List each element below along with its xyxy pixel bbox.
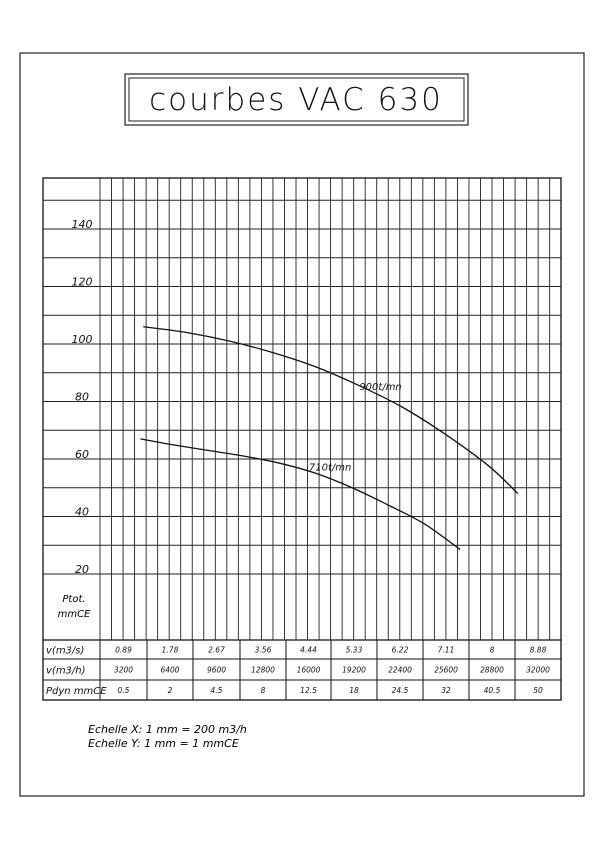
scale-y-note: Echelle Y: 1 mm = 1 mmCE xyxy=(88,737,239,750)
table-cell: 32000 xyxy=(526,666,550,675)
table-cell: 4.44 xyxy=(300,646,317,655)
scale-x-note: Echelle X: 1 mm = 200 m3/h xyxy=(88,723,247,736)
chart-title: courbes VAC 630 xyxy=(149,82,443,118)
y-tick-label: 60 xyxy=(75,448,89,461)
table-cell: 2 xyxy=(168,686,173,695)
table-cell: 12800 xyxy=(251,666,275,675)
table-cell: 9600 xyxy=(207,666,226,675)
table-cell: 6400 xyxy=(160,666,179,675)
table-cell: 7.11 xyxy=(438,646,455,655)
table-cell: 0.89 xyxy=(115,646,132,655)
table-cell: 50 xyxy=(533,686,543,695)
table-header: Pdyn mmCE xyxy=(46,686,107,697)
table-header: v(m3/h) xyxy=(46,666,86,677)
table-cell: 40.5 xyxy=(484,686,501,695)
y-tick-label: 140 xyxy=(72,218,93,231)
table-cell: 16000 xyxy=(297,666,321,675)
table-header: v(m3/s) xyxy=(46,646,84,657)
y-tick-label: 20 xyxy=(75,563,89,576)
table-cell: 18 xyxy=(349,686,359,695)
series-label: 900t/mn xyxy=(359,382,401,393)
table-cell: 12.5 xyxy=(300,686,317,695)
table-cell: 32 xyxy=(441,686,451,695)
curve-series-2 xyxy=(140,438,461,551)
y-axis-label-line1: Ptot. xyxy=(62,594,85,605)
table-cell: 8 xyxy=(490,646,495,655)
table-cell: 5.33 xyxy=(346,646,363,655)
table-cell: 3200 xyxy=(114,666,133,675)
table-cell: 0.5 xyxy=(118,686,130,695)
y-axis-label-line2: mmCE xyxy=(58,609,91,620)
table-cell: 8 xyxy=(261,686,266,695)
y-tick-label: 100 xyxy=(72,333,93,346)
y-tick-label: 80 xyxy=(75,391,89,404)
table-cell: 25600 xyxy=(434,666,458,675)
y-tick-label: 40 xyxy=(75,506,89,519)
title-frame-inner xyxy=(128,77,465,122)
table-cell: 4.5 xyxy=(211,686,223,695)
table-cell: 1.78 xyxy=(162,646,179,655)
table-cell: 22400 xyxy=(388,666,412,675)
table-cell: 6.22 xyxy=(392,646,409,655)
table-cell: 3.56 xyxy=(255,646,272,655)
curve-series-1 xyxy=(143,326,519,494)
curves: 900t/mn 710t/mn xyxy=(140,326,519,551)
y-ticks: 140 120 100 80 60 40 20 xyxy=(72,218,93,576)
table-cell: 2.67 xyxy=(208,646,225,655)
y-tick-label: 120 xyxy=(72,276,93,289)
grid-frame xyxy=(42,177,562,701)
table-cell: 19200 xyxy=(342,666,366,675)
title-frame-outer xyxy=(124,73,469,126)
table-cell: 8.88 xyxy=(530,646,547,655)
data-table: v(m3/s) v(m3/h) Pdyn mmCE 0.89 1.78 2.67 3.56 4… xyxy=(43,639,561,701)
grid xyxy=(42,177,562,701)
table-cell: 28800 xyxy=(480,666,504,675)
table-cell: 24.5 xyxy=(392,686,409,695)
page-border xyxy=(19,52,585,797)
series-label: 710t/mn xyxy=(309,463,351,474)
